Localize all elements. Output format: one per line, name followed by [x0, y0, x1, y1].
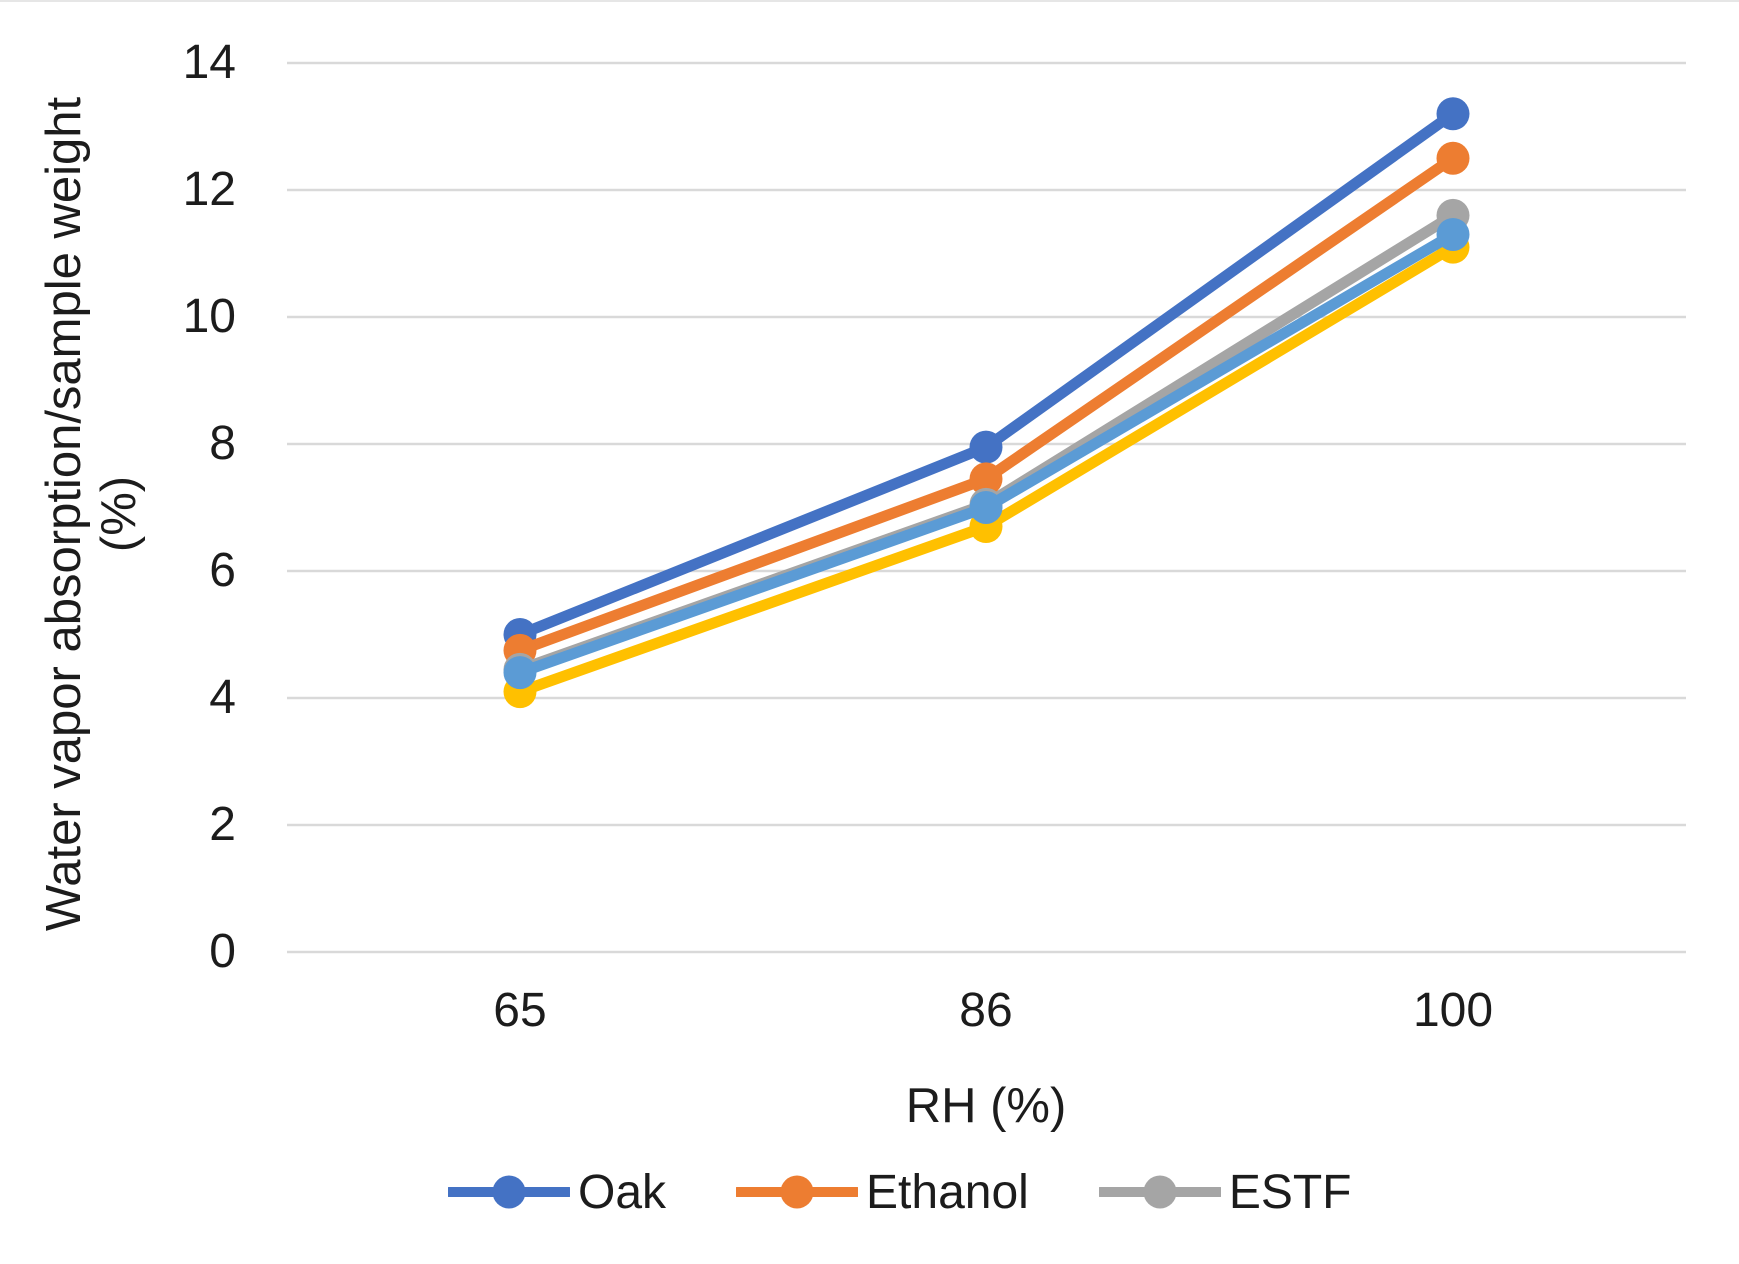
data-point-series-5 [969, 491, 1003, 524]
y-tick-label: 8 [209, 417, 236, 470]
y-tick-label: 12 [182, 163, 236, 216]
y-tick-label: 0 [209, 925, 236, 978]
x-tick-label: 65 [493, 984, 547, 1037]
legend-dot [780, 1175, 814, 1209]
legend-item-estf: ESTF [1098, 1165, 1352, 1220]
data-point-series-5 [1436, 217, 1470, 251]
legend-marker-icon [448, 1175, 570, 1209]
legend-label: ESTF [1228, 1165, 1352, 1219]
legend-item-oak: Oak [448, 1165, 666, 1220]
y-tick-label: 10 [182, 290, 236, 343]
legend-marker-icon [1098, 1175, 1221, 1209]
legend-label: Oak [578, 1165, 667, 1219]
legend-dot [1143, 1175, 1177, 1209]
x-tick-label: 86 [959, 984, 1013, 1037]
data-point-oak [1436, 97, 1470, 131]
data-point-ethanol [1436, 141, 1470, 175]
data-point-ethanol [969, 462, 1003, 496]
y-tick-label: 6 [209, 544, 236, 597]
legend-dot [492, 1175, 526, 1209]
legend-label: Ethanol [866, 1165, 1029, 1219]
top-border-line [0, 0, 1739, 2]
y-tick-label: 14 [182, 36, 236, 89]
legend-item-ethanol: Ethanol [736, 1165, 1029, 1220]
y-tick-label: 4 [209, 671, 236, 724]
legend: Oak Ethanol ESTF [448, 1156, 1352, 1228]
y-axis-title: Water vapor absorption/sample weight (%) [37, 0, 149, 1064]
legend-marker-icon [736, 1175, 859, 1209]
y-axis-title-line1: Water vapor absorption/sample weight [37, 96, 91, 932]
data-point-oak [969, 430, 1003, 464]
x-tick-label: 100 [1412, 984, 1494, 1037]
x-axis-title: RH (%) [905, 1079, 1067, 1133]
series-line-oak [514, 108, 1459, 640]
y-axis-title-line2: (%) [92, 475, 146, 553]
data-point-series-5 [503, 656, 537, 690]
y-tick-label: 2 [209, 798, 236, 851]
